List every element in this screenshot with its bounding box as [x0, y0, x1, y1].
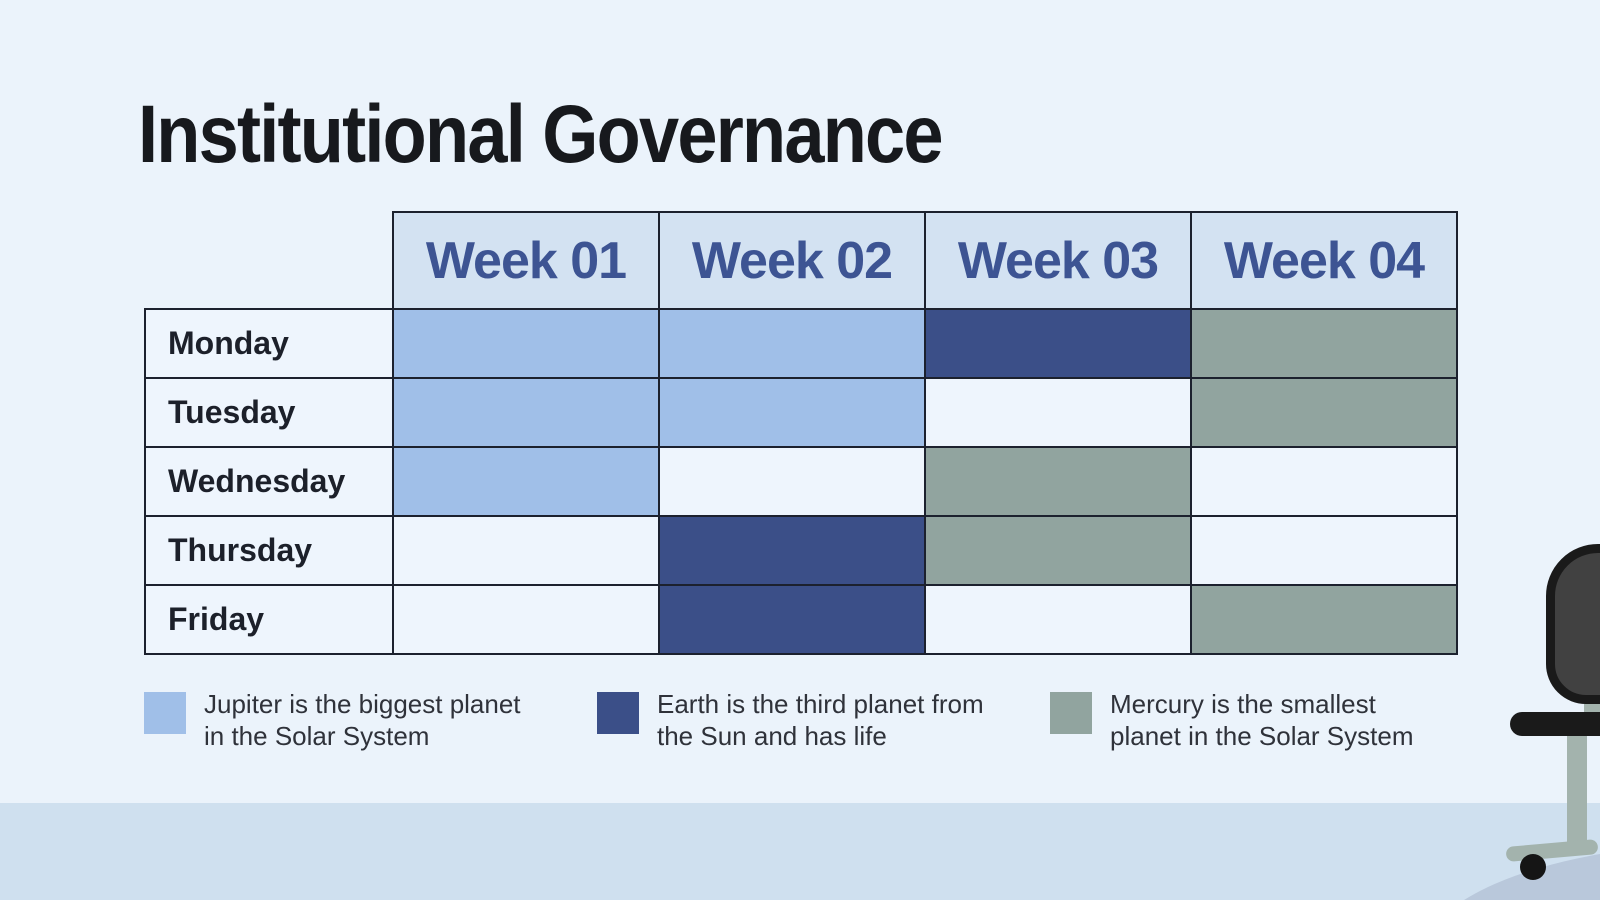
cell-thursday-week-2-earth	[658, 515, 926, 586]
cell-thursday-week-3-mercury	[924, 515, 1192, 586]
corner-spacer	[145, 212, 393, 309]
chair-back	[1546, 544, 1600, 704]
legend-swatch-jupiter	[144, 692, 186, 734]
cell-wednesday-week-3-mercury	[924, 446, 1192, 517]
cell-friday-week-1-empty	[392, 584, 660, 655]
legend-item-earth: Earth is the third planet from the Sun a…	[597, 688, 1050, 752]
legend: Jupiter is the biggest planet in the Sol…	[144, 688, 1503, 752]
schedule-row-wednesday: Wednesday	[144, 446, 1458, 517]
column-header-week-01: Week 01	[392, 211, 660, 310]
row-header-thursday: Thursday	[144, 515, 394, 586]
schedule-row-thursday: Thursday	[144, 515, 1458, 586]
cell-wednesday-week-2-empty	[658, 446, 926, 517]
chair-seat	[1510, 712, 1600, 736]
cell-monday-week-1-jupiter	[392, 308, 660, 379]
column-header-week-03: Week 03	[924, 211, 1192, 310]
row-header-tuesday: Tuesday	[144, 377, 394, 448]
floor-band	[0, 803, 1600, 900]
legend-item-jupiter: Jupiter is the biggest planet in the Sol…	[144, 688, 597, 752]
cell-monday-week-4-mercury	[1190, 308, 1458, 379]
legend-item-mercury: Mercury is the smallest planet in the So…	[1050, 688, 1503, 752]
column-header-week-02: Week 02	[658, 211, 926, 310]
cell-friday-week-3-empty	[924, 584, 1192, 655]
cell-monday-week-3-earth	[924, 308, 1192, 379]
row-header-friday: Friday	[144, 584, 394, 655]
cell-friday-week-4-mercury	[1190, 584, 1458, 655]
cell-tuesday-week-4-mercury	[1190, 377, 1458, 448]
schedule-header: Week 01 Week 02 Week 03 Week 04	[145, 211, 1458, 310]
cell-tuesday-week-2-jupiter	[658, 377, 926, 448]
cell-wednesday-week-1-jupiter	[392, 446, 660, 517]
legend-swatch-earth	[597, 692, 639, 734]
schedule-row-tuesday: Tuesday	[144, 377, 1458, 448]
schedule-row-monday: Monday	[144, 308, 1458, 379]
legend-label-jupiter: Jupiter is the biggest planet in the Sol…	[204, 689, 521, 751]
schedule-body: Monday Tuesday Wednesday Thursday Friday	[144, 308, 1458, 655]
legend-label-earth: Earth is the third planet from the Sun a…	[657, 689, 984, 751]
header-row: Week 01 Week 02 Week 03 Week 04	[145, 211, 1458, 310]
page-title: Institutional Governance	[138, 89, 944, 180]
row-header-monday: Monday	[144, 308, 394, 379]
cell-friday-week-2-earth	[658, 584, 926, 655]
chair-neck	[1584, 696, 1600, 716]
cell-tuesday-week-3-empty	[924, 377, 1192, 448]
cell-tuesday-week-1-jupiter	[392, 377, 660, 448]
schedule-row-friday: Friday	[144, 584, 1458, 655]
row-header-wednesday: Wednesday	[144, 446, 394, 517]
legend-label-mercury: Mercury is the smallest planet in the So…	[1110, 689, 1414, 751]
column-header-week-04: Week 04	[1190, 211, 1458, 310]
cell-monday-week-2-jupiter	[658, 308, 926, 379]
cell-thursday-week-1-empty	[392, 515, 660, 586]
cell-wednesday-week-4-empty	[1190, 446, 1458, 517]
legend-swatch-mercury	[1050, 692, 1092, 734]
schedule-table: Week 01 Week 02 Week 03 Week 04 Monday Tuesd…	[144, 211, 1458, 655]
cell-thursday-week-4-empty	[1190, 515, 1458, 586]
